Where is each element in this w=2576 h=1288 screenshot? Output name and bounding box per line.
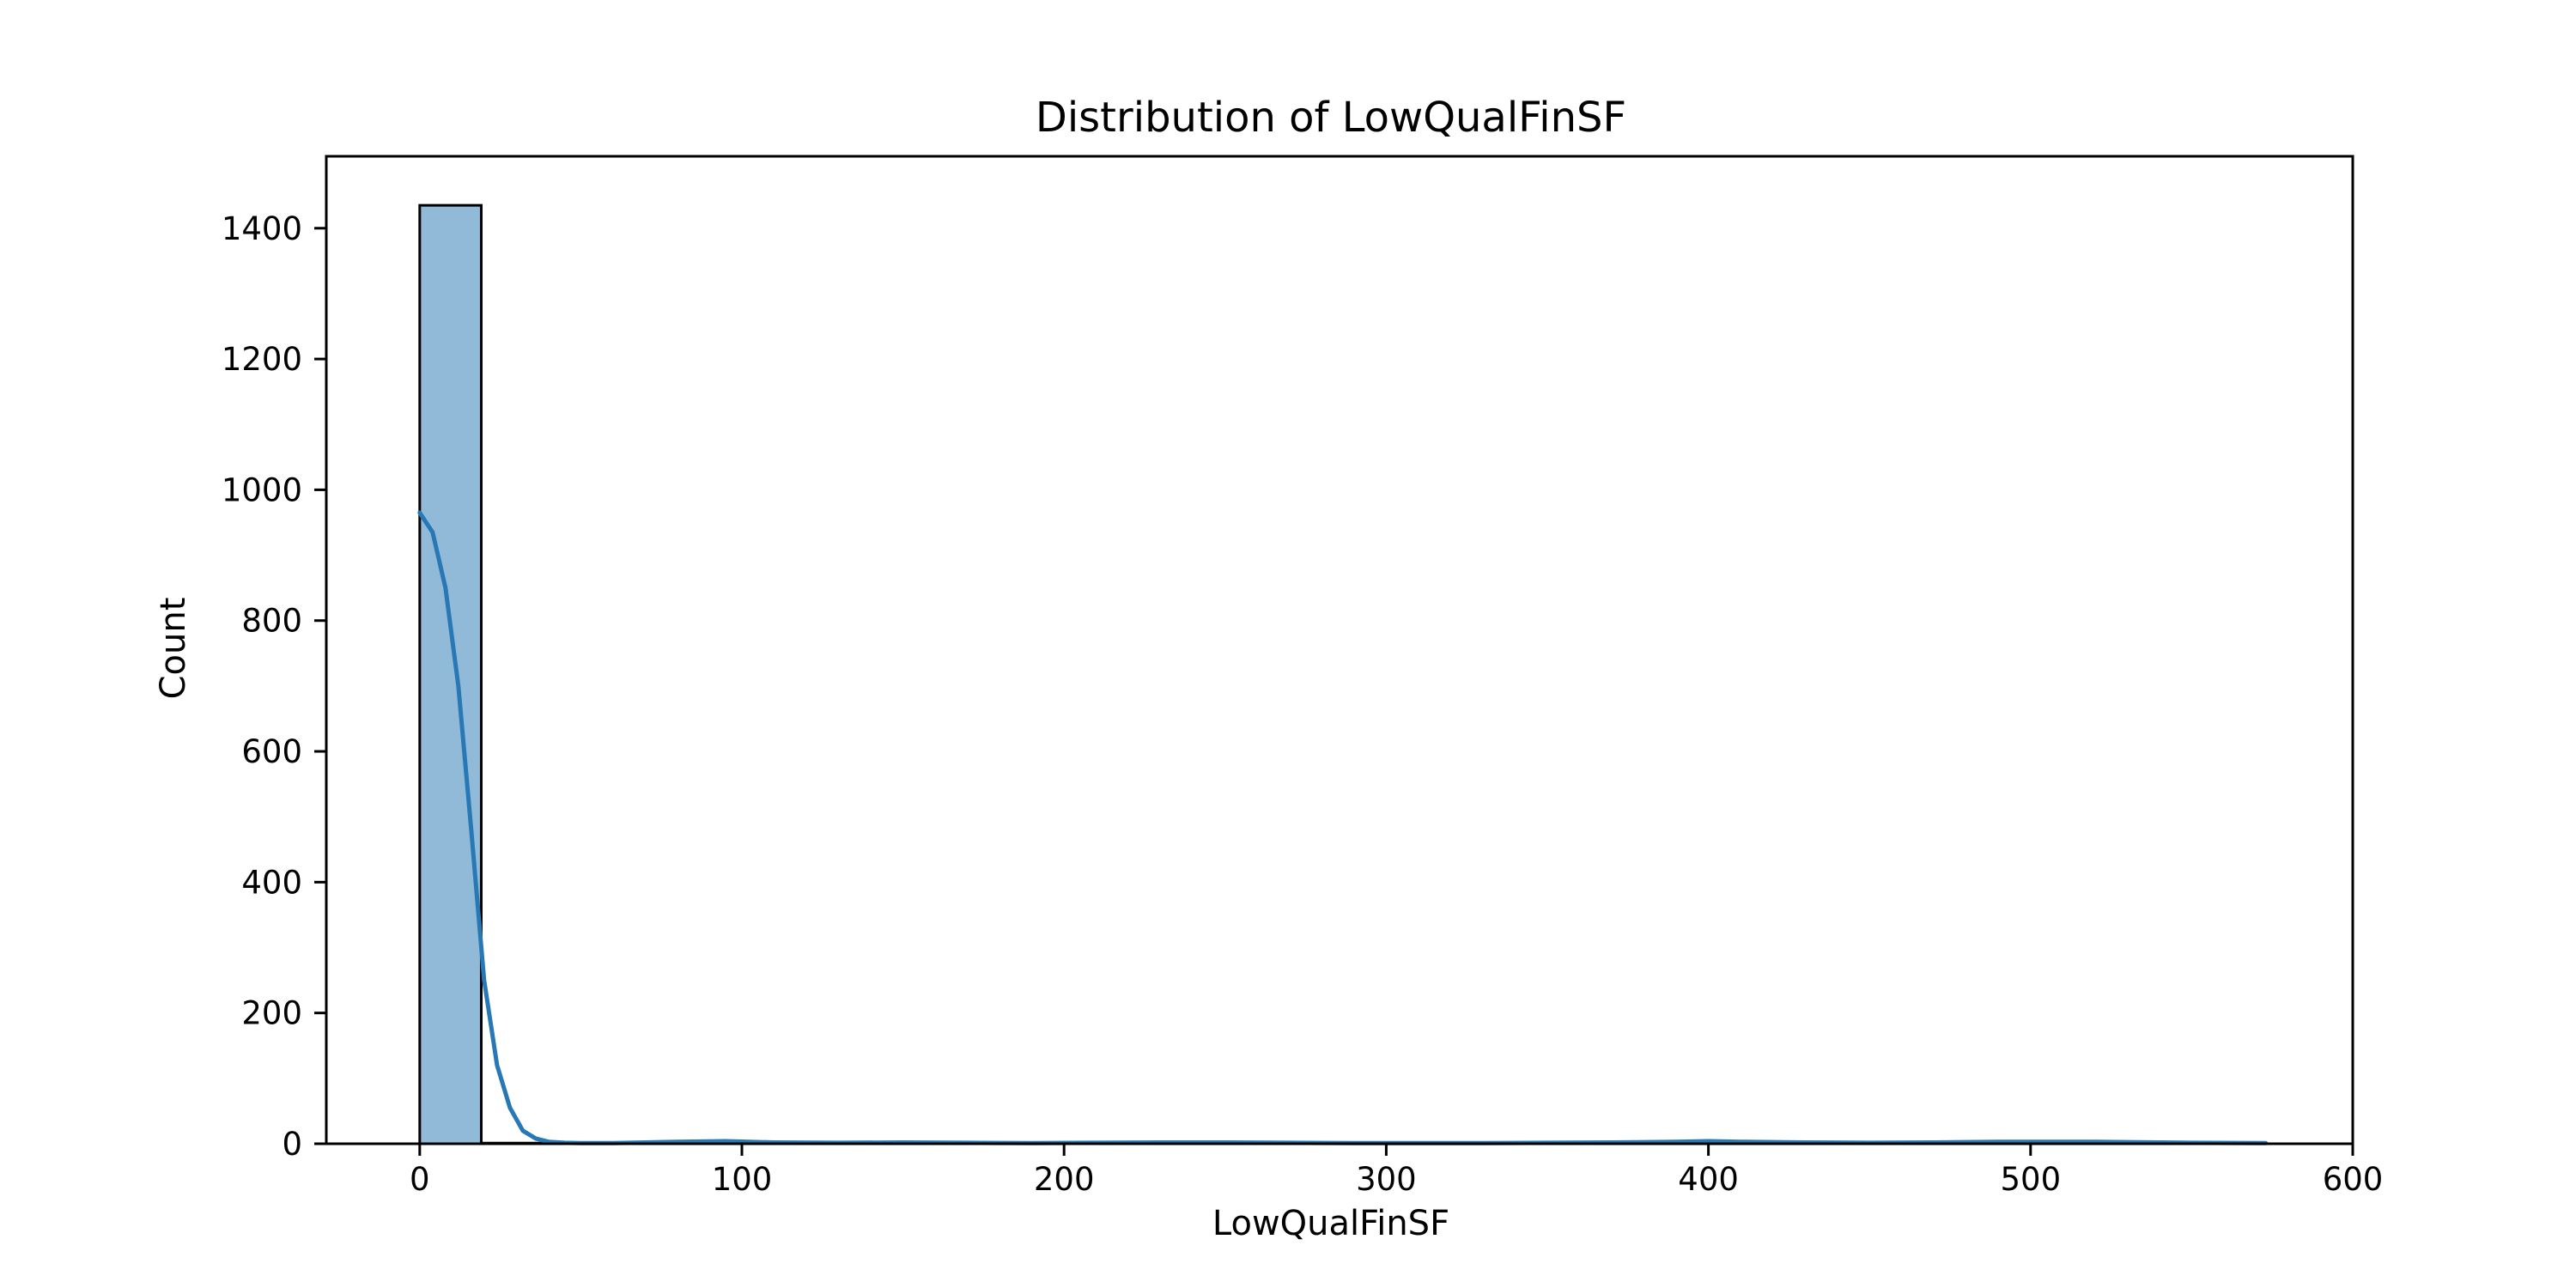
plot-frame: [325, 155, 2354, 1145]
y-tick-label: 0: [282, 1126, 302, 1163]
x-tick-label: 300: [1356, 1161, 1417, 1198]
x-tick-label: 0: [410, 1161, 430, 1198]
x-tick-label: 100: [712, 1161, 773, 1198]
y-tick-label: 1000: [222, 471, 302, 508]
y-tick-label: 800: [241, 603, 302, 640]
y-axis-ticks: 0 200 400 600 800 1000 1200 1400: [222, 210, 326, 1163]
x-tick-label: 400: [1678, 1161, 1739, 1198]
y-tick-label: 600: [241, 733, 302, 770]
y-tick-label: 1400: [222, 210, 302, 247]
y-tick-label: 200: [241, 995, 302, 1032]
x-tick-label: 200: [1034, 1161, 1095, 1198]
y-tick-label: 1200: [222, 341, 302, 378]
x-axis-ticks: 0 100 200 300 400 500 600: [410, 1144, 2383, 1198]
x-axis-label: LowQualFinSF: [1212, 1204, 1449, 1243]
chart-title: Distribution of LowQualFinSF: [1036, 94, 1626, 142]
x-tick-label: 500: [2000, 1161, 2061, 1198]
kde-curve: [417, 510, 2269, 1145]
histogram-bars: [418, 204, 2268, 1145]
y-axis-label: Count: [154, 598, 193, 700]
y-tick-label: 400: [241, 864, 302, 901]
histogram-bar-0: [418, 204, 483, 1145]
x-tick-label: 600: [2323, 1161, 2384, 1198]
